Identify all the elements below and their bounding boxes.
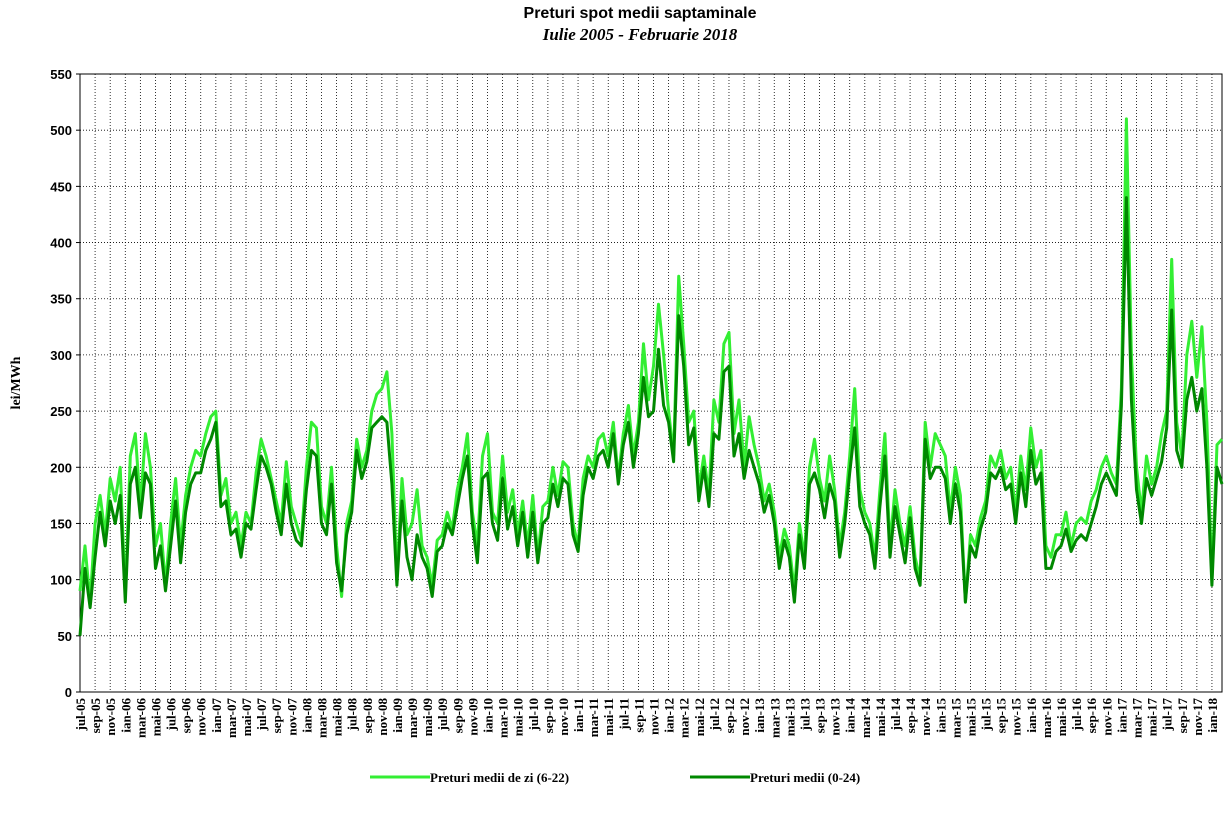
x-tick-label: ian-10 [480, 698, 495, 733]
x-tick-label: jul-13 [797, 698, 812, 732]
x-tick-label: sep-14 [903, 698, 918, 734]
y-tick-label: 500 [50, 123, 72, 138]
x-tick-label: sep-17 [1175, 698, 1190, 734]
x-tick-label: nov-09 [465, 698, 480, 736]
x-tick-label: mai-17 [1145, 698, 1160, 737]
y-tick-label: 0 [65, 685, 72, 700]
y-tick-label: 150 [50, 516, 72, 531]
y-tick-label: 550 [50, 67, 72, 82]
y-tick-label: 250 [50, 404, 72, 419]
x-tick-label: sep-09 [450, 698, 465, 734]
series-line [78, 196, 1224, 636]
x-tick-label: sep-15 [994, 698, 1009, 734]
chart-title: Preturi spot medii saptaminale [524, 5, 757, 22]
y-tick-label: 450 [50, 179, 72, 194]
x-tick-label: sep-06 [179, 698, 194, 734]
x-tick-label: sep-08 [360, 698, 375, 734]
y-tick-label: 100 [50, 573, 72, 588]
x-tick-label: ian-18 [1205, 698, 1220, 733]
x-tick-label: nov-14 [918, 698, 933, 736]
x-tick-label: mai-14 [873, 698, 888, 737]
x-tick-label: nov-10 [556, 698, 571, 736]
x-tick-label: ian-14 [843, 698, 858, 733]
x-tick-label: nov-05 [103, 698, 118, 736]
legend-label: Preturi medii (0-24) [750, 770, 860, 785]
x-tick-label: jul-11 [616, 698, 631, 731]
x-tick-label: mai-11 [601, 698, 616, 736]
legend-label: Preturi medii de zi (6-22) [430, 770, 569, 785]
y-tick-label: 200 [50, 460, 72, 475]
x-tick-label: mar-14 [858, 698, 873, 738]
x-tick-label: mai-15 [963, 698, 978, 737]
x-tick-label: nov-06 [194, 698, 209, 736]
x-tick-label: jul-05 [73, 698, 88, 732]
x-tick-label: jul-16 [1069, 698, 1084, 732]
x-tick-label: mar-09 [405, 698, 420, 738]
x-tick-label: mai-12 [692, 698, 707, 736]
x-tick-label: ian-08 [299, 698, 314, 733]
y-tick-label: 350 [50, 292, 72, 307]
x-tick-label: ian-11 [571, 698, 586, 732]
x-tick-label: mar-16 [1039, 698, 1054, 738]
y-tick-label: 300 [50, 348, 72, 363]
x-tick-label: nov-16 [1099, 698, 1114, 736]
x-tick-label: nov-15 [1009, 698, 1024, 736]
y-tick-label: 400 [50, 236, 72, 251]
x-tick-label: ian-16 [1024, 698, 1039, 733]
x-tick-label: mar-17 [1129, 698, 1144, 738]
x-tick-label: sep-05 [88, 698, 103, 734]
x-tick-label: jul-06 [164, 698, 179, 732]
x-tick-label: mar-10 [496, 698, 511, 738]
chart-subtitle: Iulie 2005 - Februarie 2018 [542, 25, 738, 44]
x-tick-label: ian-07 [209, 698, 224, 733]
x-tick-label: mai-10 [511, 698, 526, 736]
x-tick-label: ian-06 [118, 698, 133, 733]
x-tick-label: sep-13 [813, 698, 828, 734]
x-tick-label: jul-15 [979, 698, 994, 732]
x-tick-label: nov-08 [375, 698, 390, 736]
x-tick-label: jul-09 [435, 698, 450, 732]
x-tick-label: mar-06 [133, 698, 148, 738]
x-tick-label: nov-12 [737, 698, 752, 736]
y-axis-label: lei/MWh [9, 356, 24, 409]
x-tick-label: mai-07 [239, 698, 254, 737]
x-tick-label: sep-10 [541, 698, 556, 733]
series-line [78, 117, 1224, 604]
x-tick-label: mar-12 [677, 698, 692, 738]
x-tick-label: jul-17 [1160, 698, 1175, 732]
x-tick-label: jul-10 [526, 698, 541, 732]
x-tick-label: nov-13 [828, 698, 843, 736]
x-tick-label: sep-12 [722, 698, 737, 733]
x-tick-label: ian-09 [390, 698, 405, 733]
x-tick-label: mar-08 [314, 698, 329, 738]
x-tick-label: ian-15 [933, 698, 948, 733]
x-tick-label: nov-07 [284, 698, 299, 736]
x-tick-label: sep-16 [1084, 698, 1099, 734]
x-tick-label: mar-13 [767, 698, 782, 738]
x-tick-label: mai-09 [420, 698, 435, 737]
x-tick-label: mar-15 [948, 698, 963, 738]
x-tick-label: sep-11 [631, 698, 646, 733]
x-tick-label: mar-11 [586, 698, 601, 737]
x-tick-label: ian-17 [1114, 698, 1129, 733]
x-tick-label: mai-06 [148, 698, 163, 737]
x-tick-label: mai-08 [330, 698, 345, 737]
x-tick-label: sep-07 [269, 698, 284, 734]
x-tick-label: nov-17 [1190, 698, 1205, 736]
x-tick-label: ian-12 [662, 698, 677, 733]
y-tick-label: 50 [58, 629, 72, 644]
x-tick-label: jul-08 [345, 698, 360, 732]
x-tick-label: mai-16 [1054, 698, 1069, 737]
x-tick-label: mar-07 [224, 698, 239, 738]
x-tick-label: jul-14 [888, 698, 903, 732]
x-tick-label: jul-07 [254, 698, 269, 732]
x-tick-label: ian-13 [752, 698, 767, 733]
x-tick-label: nov-11 [647, 698, 662, 735]
x-tick-label: jul-12 [707, 698, 722, 732]
x-tick-label: mai-13 [782, 698, 797, 737]
